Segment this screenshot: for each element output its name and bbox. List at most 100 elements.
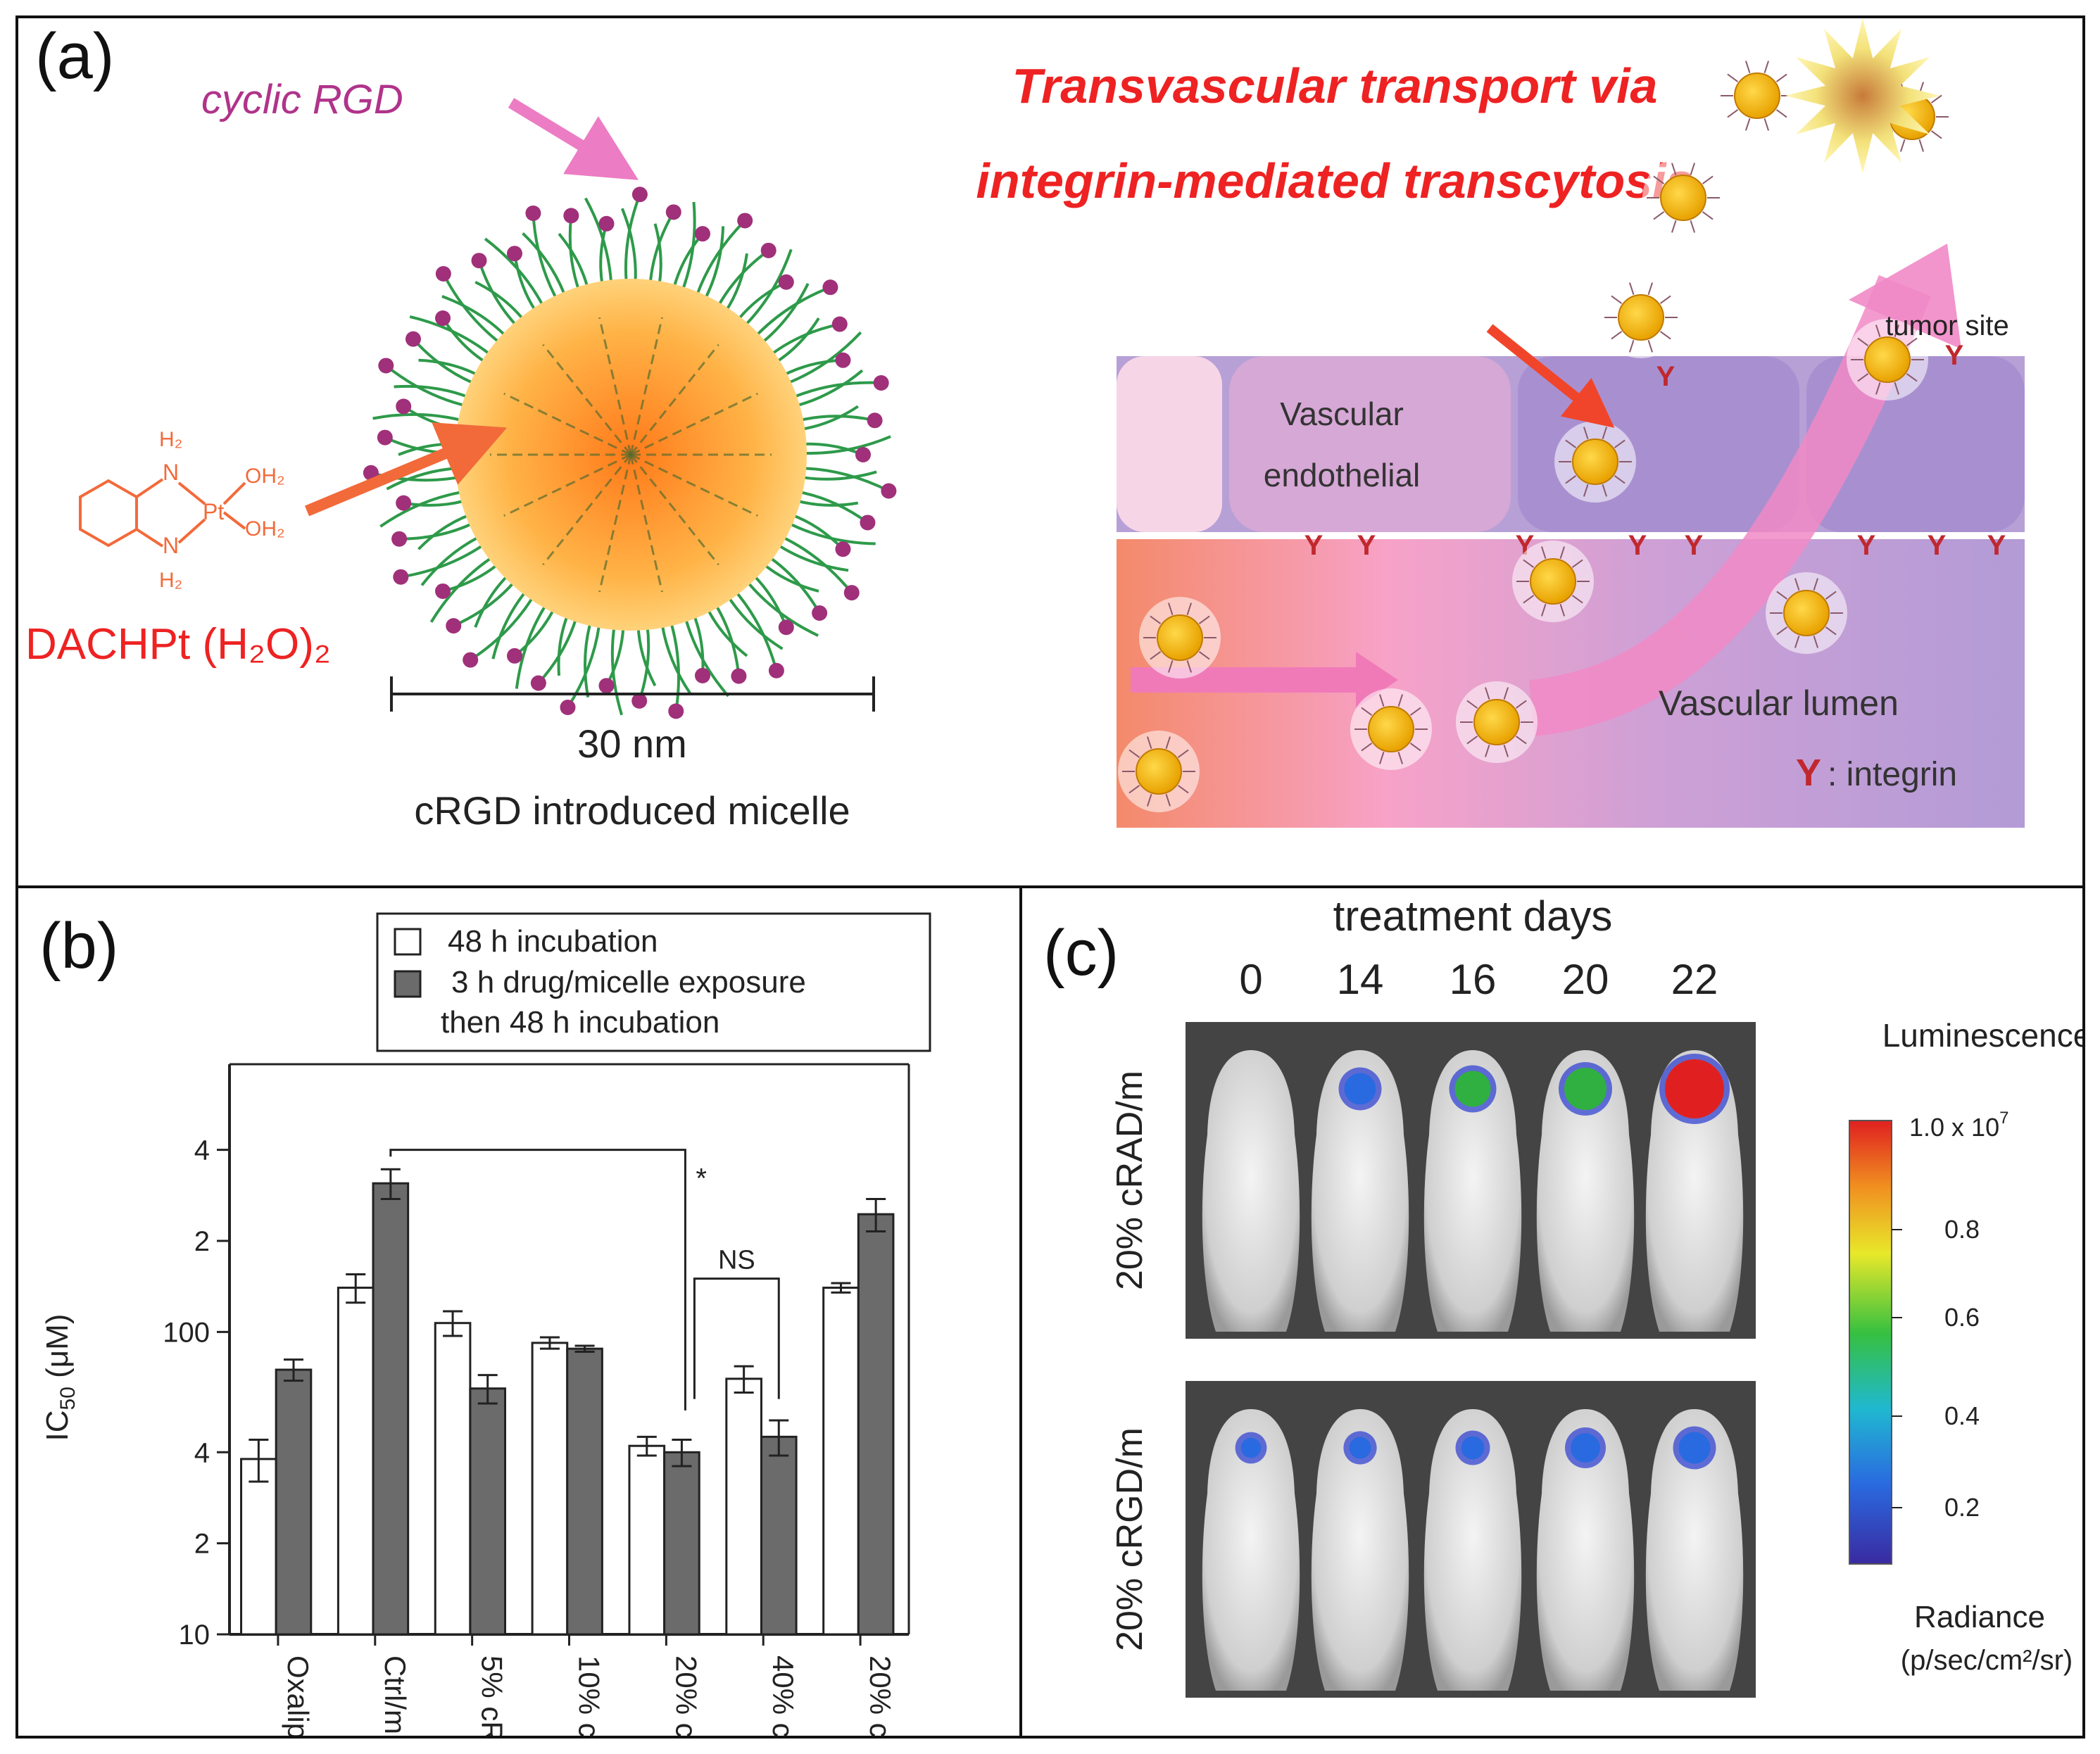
mouse [1423,1050,1522,1332]
integrin-symbol: Y [1304,530,1323,561]
bar [663,1451,700,1636]
rgd-bead [768,662,784,679]
micelle-spike [1167,660,1174,673]
colorbar-tick-label: 0.2 [1944,1493,1980,1522]
micelle-spike [1647,282,1654,295]
core-strand [629,454,719,566]
y-ticks: 10 2 4 100 2 4 [163,1135,230,1651]
micelle-spike [1614,475,1626,484]
micelle-spike [1602,427,1608,439]
signal-core [1678,1432,1711,1464]
micelle-spike [1150,651,1162,660]
micelle-spike [1361,707,1373,716]
integrin-legend-label: : integrin [1828,756,1957,793]
micelle-spike [1813,636,1819,648]
micelle-spike [1177,749,1189,758]
x-category-label: Ctrl/m [379,1655,412,1734]
core-strand [598,317,632,455]
micelle-spike [1378,694,1385,707]
micelle-spike [1540,604,1547,617]
micelle-caption: cRGD introduced micelle [414,788,850,833]
micelle-spike [1690,220,1696,233]
colorbar [1849,1120,1892,1565]
signal-core [1349,1437,1371,1459]
micelle-spike [1875,324,1881,337]
rgd-bead [812,605,828,621]
small-micelle [1530,558,1576,605]
rgd-bead [855,447,871,462]
micelle-spike [1186,660,1193,673]
core-strand [503,453,631,517]
rgd-bead [560,700,576,716]
bar-series [240,1168,895,1636]
micelle-spike [1628,340,1635,353]
chem-h2-bottom: H₂ [159,569,182,592]
micelle-spike [1484,687,1490,700]
mouse [1536,1409,1635,1691]
x-category-label: 10% cRGD/m [573,1655,606,1739]
micelle-spike [1744,118,1751,131]
core-strand [629,454,663,593]
integrin-symbol: Y [1628,530,1647,561]
micelle-spike [1565,475,1577,484]
signal-core [1571,1433,1600,1463]
rgd-bead [843,585,860,601]
micelle-spike [1583,484,1589,497]
rgd-bead [393,569,409,585]
bar [337,1287,375,1636]
micelle-spike [1813,578,1819,591]
micelle-spike [1659,331,1671,340]
micelle-spike [1930,94,1942,103]
transcytosis-curve-arrow [1528,275,1932,736]
bar [372,1182,410,1636]
lumen-label: Vascular lumen [1659,683,1899,723]
chem-h2-top: H₂ [159,428,182,451]
ic50-bar-chart: 48 h incubation 3 h drug/micelle exposur… [40,912,931,1739]
micelle-spike [1894,324,1900,337]
small-micelle [1572,438,1618,485]
panel-b: (b) 48 h incubation 3 h drug/micelle exp… [15,885,1022,1739]
panel-c: (c) treatment days 0 14 16 20 22 20% cRAD/ [1019,885,2085,1739]
bar [240,1458,277,1636]
rgd-bead [377,429,393,446]
rgd-bead [446,618,462,634]
integrin-symbol: Y [1857,530,1876,561]
micelle-spike [1653,211,1665,220]
micelle-spike [1727,73,1739,82]
legend-swatch-2 [394,970,422,998]
core-strand [542,343,632,455]
treatment-days-header: treatment days [1333,892,1613,940]
rgd-bead [737,213,753,229]
micelle-spike [1466,736,1478,745]
micelle-spike [1930,130,1942,139]
transport-title-line2: integrin-mediated transcytosis [976,153,1693,208]
rgd-bead [694,667,710,683]
mouse [1645,1409,1744,1691]
panel-a-label: (a) [35,20,115,92]
colorbar-max-label: 1.0 x 107 [1909,1109,2008,1142]
tumor-site-label: tumor site [1885,310,2009,341]
y-tick-label: 2 [194,1226,210,1257]
rgd-bead [822,279,838,296]
micelle-spike [1466,700,1478,709]
rgd-bead [760,242,777,258]
core-strand [630,392,758,456]
rgd-bead [391,531,408,547]
rgd-bead [778,274,794,290]
micelle-spike [1906,373,1918,382]
micelle-spike [1523,595,1535,604]
significance-star: * [696,1163,707,1194]
rgd-bead [471,253,487,269]
rgd-bead [873,375,889,391]
micelle-spike [1165,794,1171,807]
bar [760,1435,798,1636]
rgd-bead [665,204,681,220]
colorbar-tick-label: 0.4 [1944,1401,1980,1430]
rgd-bead [507,246,522,262]
core-strand [542,454,632,566]
micelle-spike [1515,700,1527,709]
dachpt-structure [79,478,206,548]
micelle-spike [1484,745,1490,757]
micelle-spike [1198,651,1210,660]
dachpt-label: DACHPt (H₂O)₂ [25,620,331,669]
